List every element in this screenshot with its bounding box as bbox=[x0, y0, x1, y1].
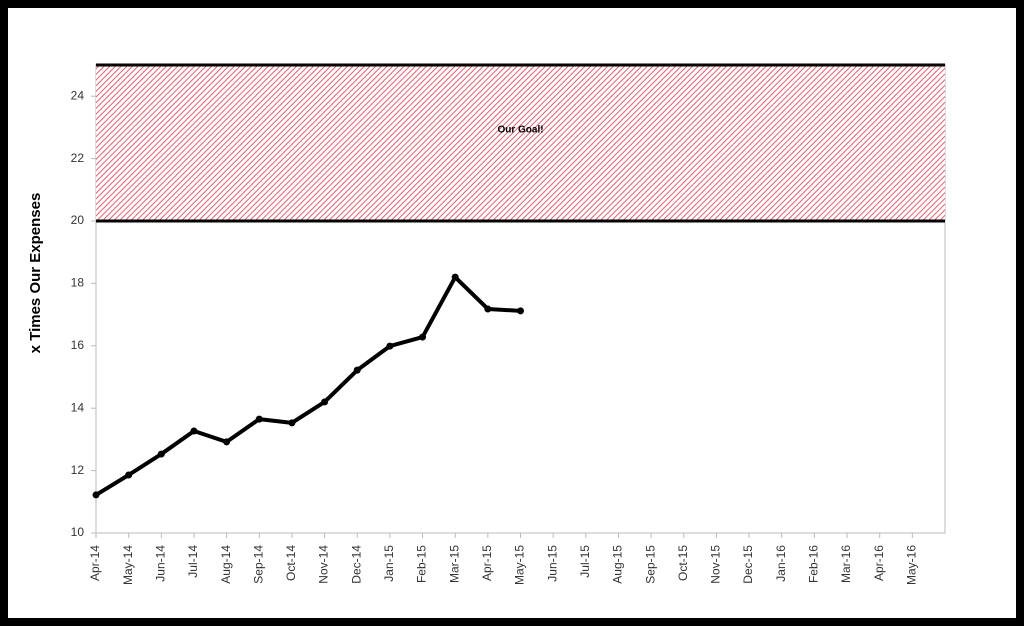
data-point bbox=[223, 438, 231, 446]
data-point bbox=[419, 333, 427, 341]
data-point bbox=[288, 419, 296, 427]
y-tick-label: 18 bbox=[71, 276, 85, 290]
data-point bbox=[517, 307, 524, 315]
x-tick-label: Jan-15 bbox=[382, 545, 396, 582]
x-tick-label: Apr-14 bbox=[88, 545, 102, 581]
x-tick-label: Oct-14 bbox=[284, 545, 298, 581]
x-tick-label: Mar-15 bbox=[447, 545, 461, 583]
y-tick-label: 22 bbox=[71, 151, 85, 165]
x-tick-label: May-15 bbox=[513, 545, 527, 585]
x-tick-label: Apr-15 bbox=[480, 545, 494, 581]
x-tick-label: Oct-15 bbox=[676, 545, 690, 581]
y-axis-label: x Times Our Expenses bbox=[27, 193, 44, 354]
data-point bbox=[484, 305, 492, 313]
y-tick-label: 16 bbox=[71, 338, 85, 352]
data-point bbox=[190, 427, 198, 435]
x-tick-label: Aug-15 bbox=[611, 545, 625, 584]
x-tick-label: Jun-15 bbox=[545, 545, 559, 582]
data-point bbox=[255, 415, 263, 423]
data-point bbox=[321, 398, 329, 406]
data-point bbox=[92, 491, 100, 499]
x-tick-label: Sep-15 bbox=[643, 545, 657, 584]
x-tick-label: Dec-14 bbox=[349, 545, 363, 584]
y-tick-label: 14 bbox=[71, 400, 85, 414]
x-tick-label: May-14 bbox=[121, 545, 135, 585]
data-point bbox=[125, 471, 133, 479]
x-tick-label: Sep-14 bbox=[251, 545, 265, 584]
x-tick-label: Aug-14 bbox=[219, 545, 233, 584]
x-tick-label: Dec-15 bbox=[741, 545, 755, 584]
x-tick-label: Apr-16 bbox=[872, 545, 886, 581]
data-point bbox=[157, 450, 165, 458]
x-tick-label: Nov-15 bbox=[709, 545, 723, 584]
series-line bbox=[94, 275, 521, 497]
y-tick-label: 10 bbox=[71, 525, 85, 539]
x-tick-label: Jan-16 bbox=[774, 545, 788, 582]
x-tick-label: Mar-16 bbox=[839, 545, 853, 583]
goal-band bbox=[96, 65, 945, 221]
data-point bbox=[451, 273, 459, 281]
y-tick-label: 12 bbox=[71, 463, 85, 477]
data-point bbox=[386, 342, 394, 350]
data-point bbox=[353, 366, 361, 374]
x-tick-label: Feb-16 bbox=[807, 545, 821, 583]
annotation: Our Goal! bbox=[497, 125, 543, 136]
x-tick-label: May-16 bbox=[905, 545, 919, 585]
x-tick-label: Jul-15 bbox=[578, 545, 592, 578]
y-tick-label: 20 bbox=[71, 213, 85, 227]
x-tick-label: Jul-14 bbox=[186, 545, 200, 578]
x-tick-label: Jun-14 bbox=[153, 545, 167, 582]
x-tick-label: Feb-15 bbox=[415, 545, 429, 583]
x-tick-label: Nov-14 bbox=[317, 545, 331, 584]
y-tick-label: 24 bbox=[71, 88, 85, 102]
